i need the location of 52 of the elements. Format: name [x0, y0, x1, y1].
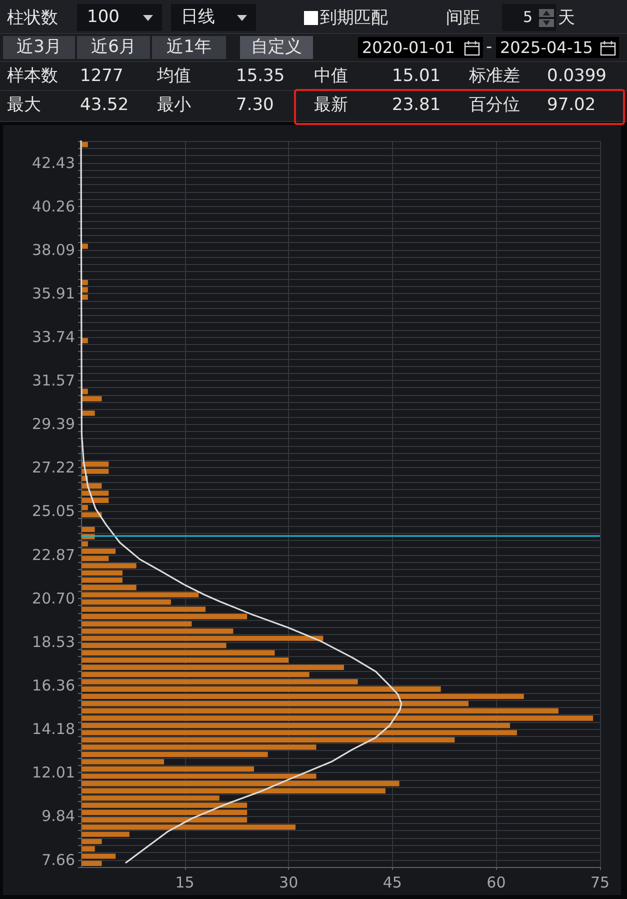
x-tick-label: 75 — [590, 874, 610, 892]
text: 百分位 — [469, 94, 520, 117]
y-tick-label: 33.74 — [32, 328, 75, 346]
x-tick-label: 60 — [486, 874, 506, 892]
spinner-field: 5 — [502, 4, 556, 31]
y-tick-label: 35.91 — [32, 284, 75, 303]
y-tick-label: 7.66 — [42, 850, 75, 869]
text: 15.01 — [392, 65, 441, 88]
text: 柱状数 — [7, 7, 58, 30]
text: 1277 — [80, 65, 124, 88]
y-tick-label: 29.39 — [32, 415, 75, 434]
x-tick-label: 45 — [382, 874, 402, 892]
text: 0.0399 — [547, 65, 606, 88]
text: 23.81 — [392, 94, 441, 117]
y-tick-label: 22.87 — [32, 546, 75, 564]
dropdown: 日线 — [171, 4, 256, 31]
y-tick-label: 18.53 — [32, 632, 75, 651]
text: 43.52 — [80, 94, 129, 117]
button: 近1年 — [152, 36, 226, 59]
y-tick-label: 38.09 — [32, 240, 75, 259]
text: 最小 — [157, 94, 191, 117]
x-tick-label: 30 — [279, 874, 298, 892]
text: 到期匹配 — [320, 7, 388, 30]
y-tick-label: 42.43 — [32, 154, 75, 172]
y-tick-label: 31.57 — [32, 372, 75, 390]
button: 近3月 — [3, 36, 75, 59]
text: 天 — [558, 7, 575, 30]
dropdown: 100 — [77, 4, 162, 31]
text: 标准差 — [469, 65, 520, 88]
y-tick-label: 25.05 — [32, 502, 75, 520]
y-tick-label: 27.22 — [32, 458, 75, 477]
text: 中值 — [314, 65, 348, 88]
y-tick-label: 40.26 — [32, 197, 75, 216]
y-tick-label: 9.84 — [42, 807, 75, 826]
button: 自定义 — [240, 36, 313, 59]
text: 均值 — [157, 65, 191, 88]
text: 最大 — [7, 94, 41, 117]
text: 最新 — [314, 94, 348, 117]
text: 间距 — [446, 7, 480, 30]
x-tick-label: 15 — [175, 874, 194, 892]
y-tick-label: 20.70 — [32, 589, 75, 608]
text: 15.35 — [236, 65, 285, 88]
button: 近6月 — [77, 36, 150, 59]
date-field: 2020-01-01 — [358, 37, 483, 58]
text: - — [486, 36, 492, 59]
date-field: 2025-04-15 — [496, 37, 619, 58]
y-tick-label: 12.01 — [32, 764, 75, 782]
y-tick-label: 16.36 — [32, 676, 75, 694]
text: 97.02 — [547, 94, 596, 117]
text: 样本数 — [7, 65, 58, 88]
text: 7.30 — [236, 94, 274, 117]
y-tick-label: 14.18 — [32, 720, 75, 738]
